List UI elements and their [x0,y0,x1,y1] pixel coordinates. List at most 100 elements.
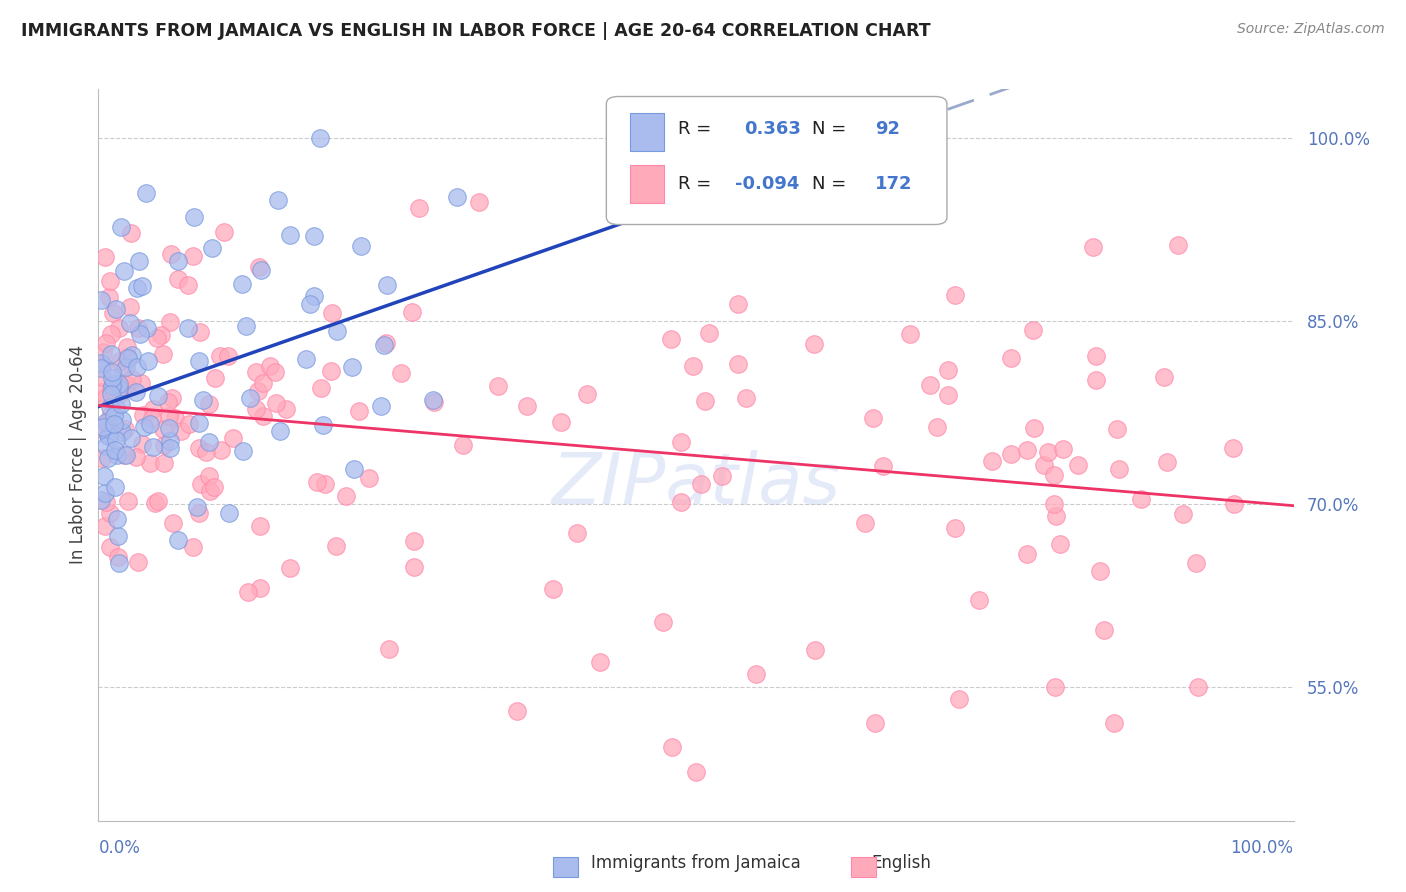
Point [108,353,131,368]
Point [1222,442,1244,456]
Point [853,516,876,530]
Point [107,528,129,542]
Point [943,521,966,535]
Point [401,305,423,319]
Point [1130,491,1153,506]
Point [94,439,117,453]
Point [669,434,692,449]
Point [967,593,990,607]
Point [1036,445,1059,459]
Point [115,339,138,353]
Point [125,450,148,465]
Point [1000,351,1022,365]
Text: -0.094: -0.094 [735,176,800,194]
Text: 172: 172 [876,176,912,194]
Point [375,335,398,350]
Point [311,381,333,395]
Text: 0.0%: 0.0% [98,839,141,857]
Point [278,228,301,243]
Point [1156,455,1178,469]
Point [198,435,221,450]
Point [100,327,122,342]
Point [340,360,363,375]
Point [159,409,181,423]
Point [321,364,343,378]
Point [100,408,122,422]
Point [259,359,281,373]
Point [101,371,124,385]
Text: R =: R = [678,120,711,138]
Point [152,422,174,436]
Point [247,384,270,398]
Point [152,347,174,361]
Point [101,379,124,393]
Point [266,395,288,409]
Point [139,456,162,470]
Point [159,315,181,329]
Point [135,186,157,200]
Point [107,386,129,401]
Point [101,376,124,391]
Point [214,225,236,239]
Point [91,344,114,359]
Point [195,445,218,459]
Point [120,431,142,445]
Point [1187,680,1209,694]
Point [948,691,970,706]
Point [295,352,318,367]
Point [1092,623,1115,637]
Y-axis label: In Labor Force | Age 20-64: In Labor Force | Age 20-64 [69,345,87,565]
Point [188,326,211,340]
Text: N =: N = [811,120,846,138]
Point [1043,467,1066,482]
Point [90,293,112,307]
Point [91,420,114,434]
Point [1088,564,1111,578]
Point [1171,508,1194,522]
Point [1223,497,1246,511]
Point [107,377,129,392]
Point [252,409,274,423]
Point [925,420,948,434]
Point [188,441,211,455]
Point [110,397,132,411]
Point [350,239,373,253]
Point [550,415,572,429]
Point [1000,446,1022,460]
Point [120,300,142,314]
Point [112,263,135,277]
Text: 100.0%: 100.0% [1230,839,1294,857]
Point [745,667,768,681]
Point [898,327,921,342]
Point [120,226,142,240]
Point [375,277,398,292]
Point [104,401,127,415]
Point [97,290,120,304]
Point [1032,458,1054,473]
Point [1185,557,1208,571]
Point [468,195,491,210]
Point [177,417,200,431]
Point [249,519,271,533]
Point [803,336,825,351]
Point [402,534,425,549]
Point [267,194,290,208]
Point [156,395,179,409]
Point [121,372,143,386]
Text: R =: R = [678,176,711,194]
Point [128,326,150,341]
Point [936,363,959,377]
Point [343,462,366,476]
Point [402,560,425,574]
Point [302,228,325,243]
Point [146,493,169,508]
Point [373,337,395,351]
Point [1045,509,1067,524]
Point [661,740,683,755]
Point [100,382,122,396]
Point [120,316,142,330]
Point [90,370,112,384]
Point [188,354,211,368]
Point [389,367,412,381]
Point [263,365,285,379]
